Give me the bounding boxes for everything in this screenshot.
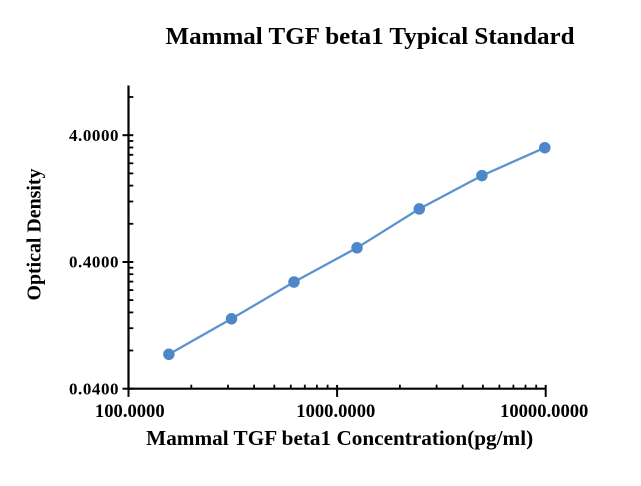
svg-text:Mammal TGF beta1 Concentration: Mammal TGF beta1 Concentration(pg/ml)	[146, 426, 533, 450]
svg-text:4.0000: 4.0000	[69, 126, 119, 145]
svg-text:1000.0000: 1000.0000	[296, 401, 375, 422]
svg-text:Mammal TGF beta1 Typical Stand: Mammal TGF beta1 Typical Standard	[166, 24, 576, 50]
svg-text:100.0000: 100.0000	[95, 401, 165, 422]
svg-text:Optical Density: Optical Density	[24, 169, 46, 301]
svg-text:0.0400: 0.0400	[69, 379, 119, 398]
svg-text:10000.0000: 10000.0000	[500, 401, 588, 422]
svg-text:0.4000: 0.4000	[69, 253, 119, 272]
